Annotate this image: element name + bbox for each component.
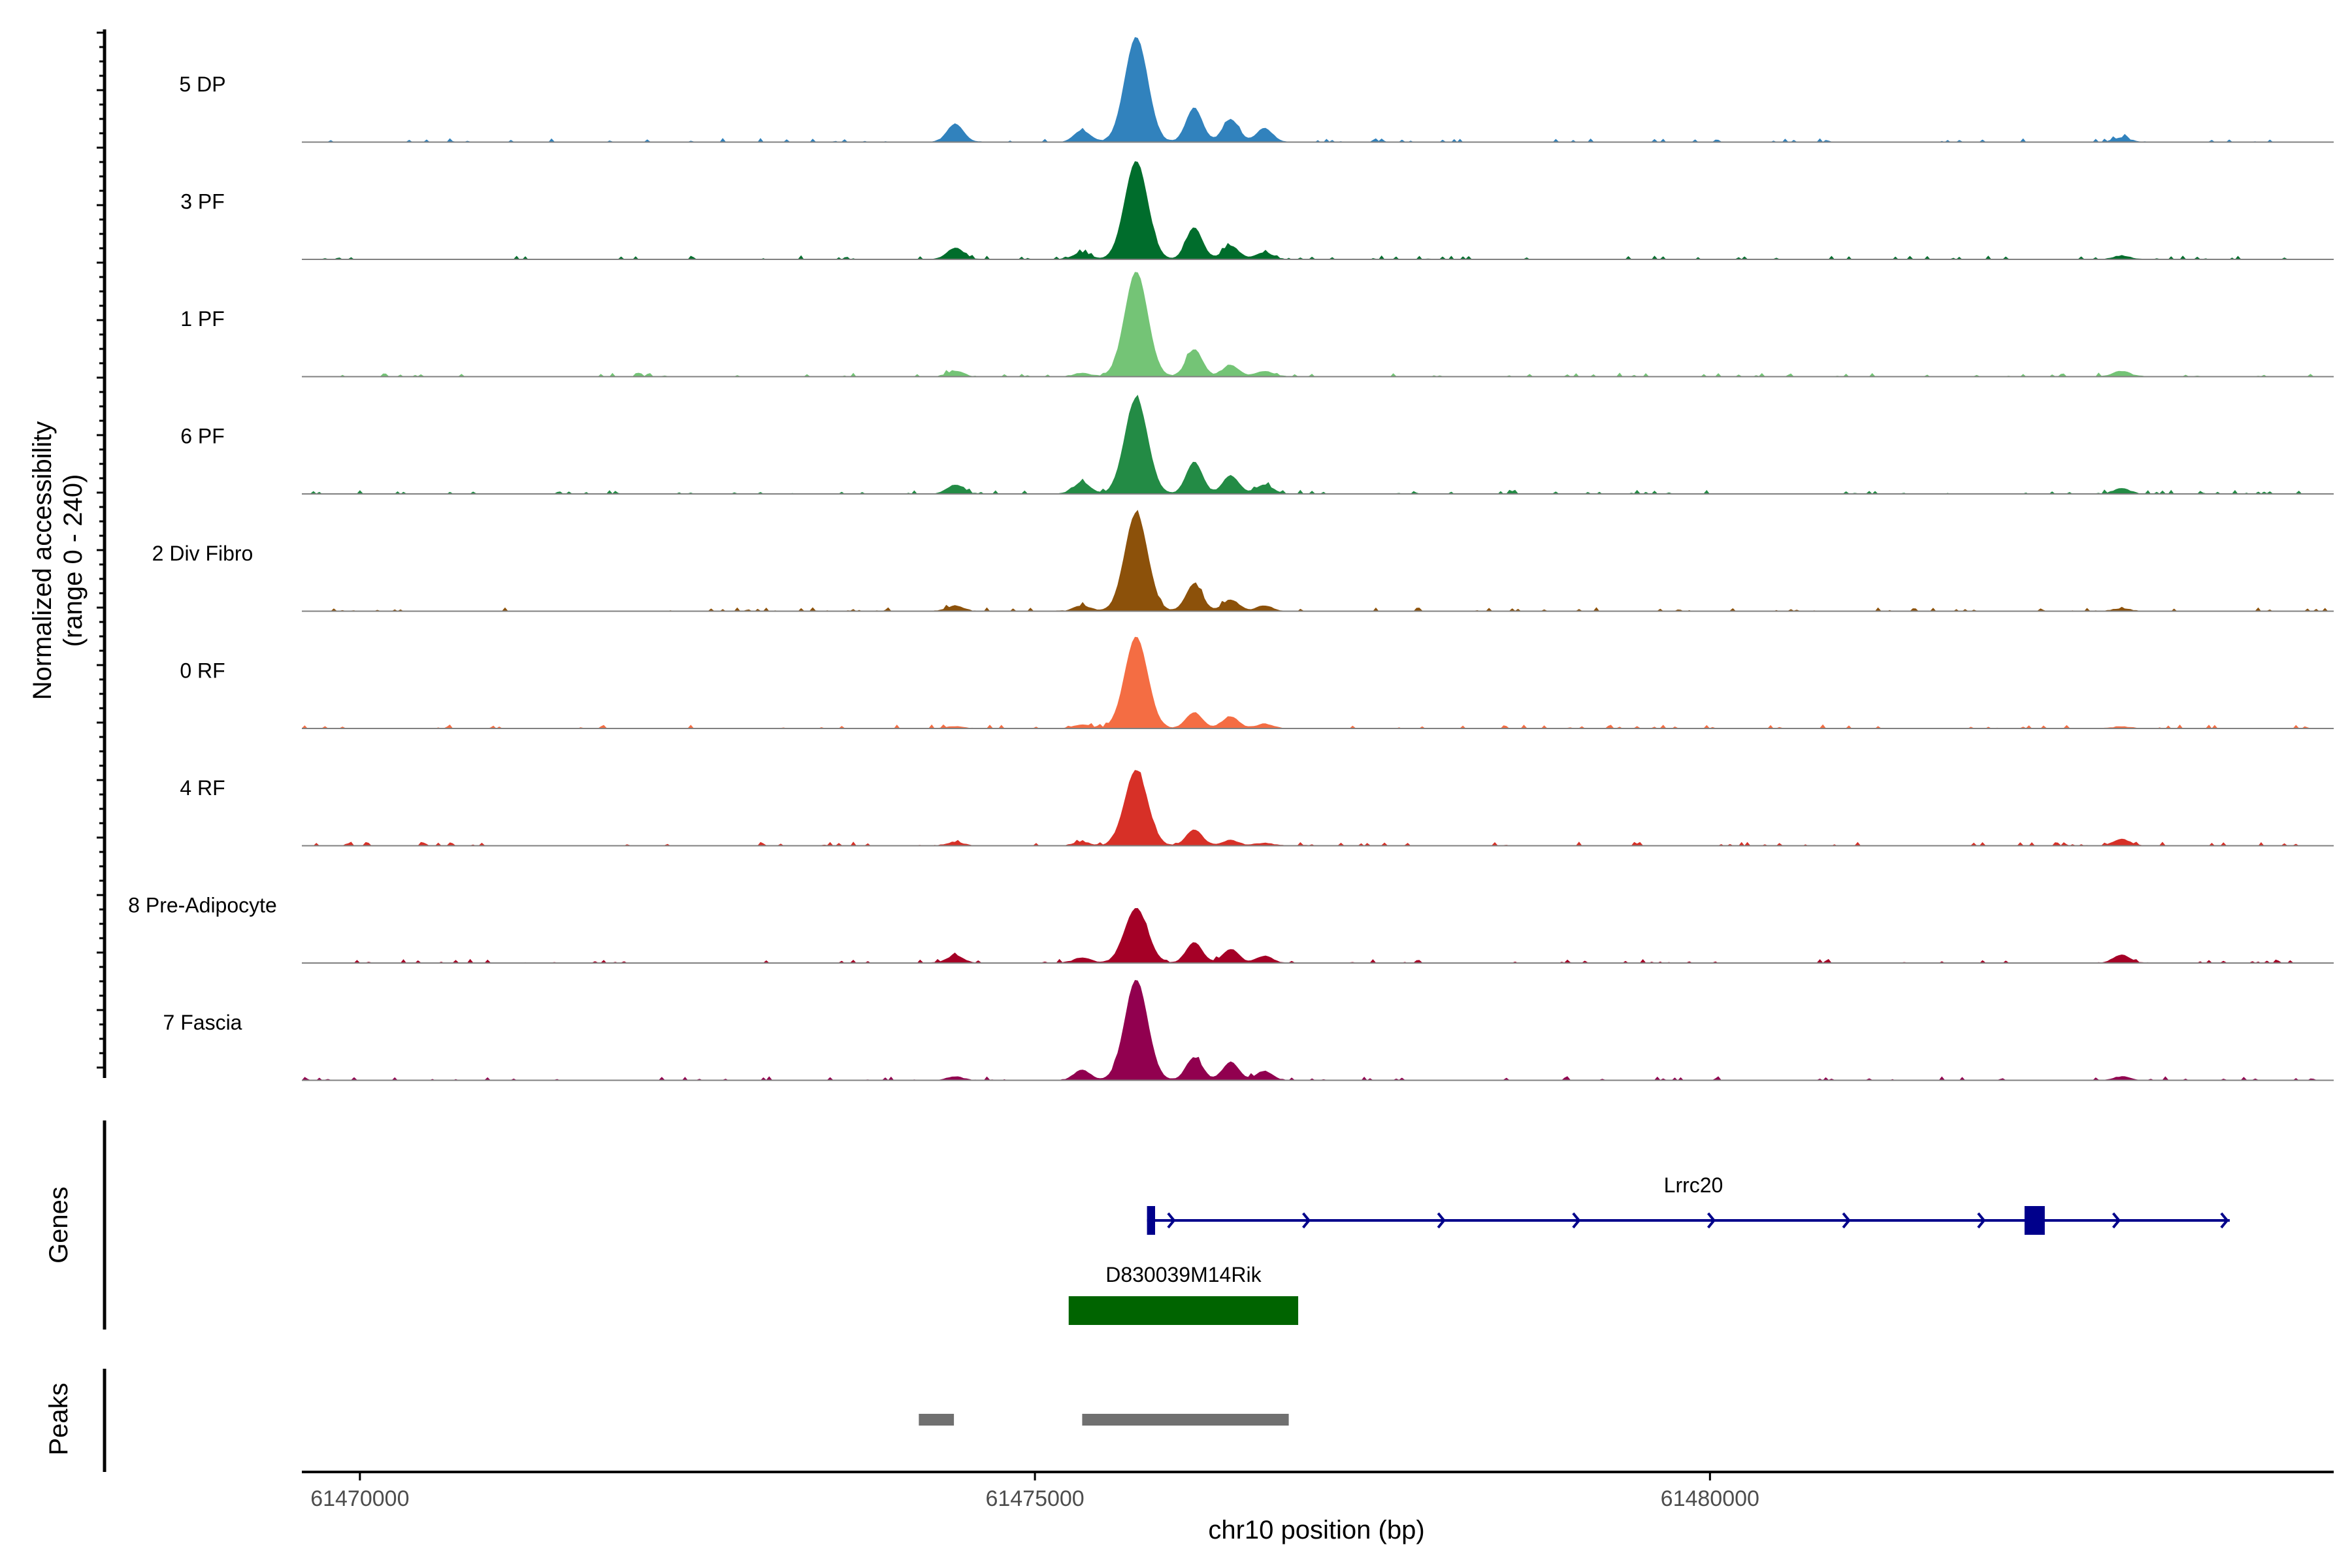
track-7: 8 Pre-Adipocyte [128, 893, 2334, 964]
strand-arrow [1437, 1212, 1446, 1229]
coverage-area [302, 770, 2334, 846]
track-2: 1 PF [180, 272, 2334, 378]
coverage-area [302, 907, 2334, 963]
track-1: 3 PF [180, 161, 2334, 260]
exon [1147, 1206, 1155, 1235]
gene-0: Lrrc20 [1147, 1173, 2230, 1235]
strand-arrow [1977, 1212, 1986, 1229]
track-8: 7 Fascia [163, 980, 2334, 1081]
coverage-area [302, 510, 2334, 612]
track-6: 4 RF [180, 770, 2334, 847]
coverage-area [302, 161, 2334, 259]
strand-arrow [1572, 1212, 1581, 1229]
track-label: 1 PF [180, 307, 225, 331]
y-axis-title-line1: Normalized accessibility [28, 421, 57, 700]
track-0: 5 DP [179, 37, 2334, 143]
track-label: 8 Pre-Adipocyte [128, 893, 277, 917]
peaks-panel-title: Peaks [44, 1382, 73, 1455]
coverage-area [302, 272, 2334, 377]
strand-arrow [1167, 1212, 1176, 1229]
x-tick-label: 61470000 [310, 1486, 409, 1511]
genes-panel-title: Genes [44, 1186, 73, 1264]
gene-block [1068, 1296, 1299, 1325]
track-label: 7 Fascia [163, 1011, 242, 1034]
coverage-area [302, 395, 2334, 494]
genes-panel: Lrrc20 D830039M14Rik [1068, 1173, 2230, 1325]
gene-1: D830039M14Rik [1068, 1263, 1299, 1325]
strand-arrow [1302, 1212, 1311, 1229]
coverage-area [302, 980, 2334, 1081]
track-4: 2 Div Fibro [152, 510, 2334, 612]
strand-arrow [1842, 1212, 1851, 1229]
x-tick-label: 61480000 [1661, 1486, 1759, 1511]
peaks-panel [919, 1414, 1289, 1426]
exon [2024, 1206, 2045, 1235]
coverage-area [302, 636, 2334, 728]
track-3: 6 PF [180, 395, 2334, 495]
track-label: 6 PF [180, 424, 225, 448]
gene-label: D830039M14Rik [1105, 1263, 1262, 1286]
track-label: 5 DP [179, 73, 225, 96]
tracks-y-axis-ticks [97, 31, 105, 1069]
coverage-tracks: 5 DP 3 PF 1 PF 6 PF 2 Div Fibro 0 RF 4 RF 8 Pre… [128, 37, 2334, 1081]
track-label: 2 Div Fibro [152, 542, 253, 565]
track-label: 3 PF [180, 189, 225, 213]
peak-region [919, 1414, 955, 1426]
strand-arrow [2220, 1212, 2229, 1229]
track-label: 4 RF [180, 776, 225, 800]
x-axis-title: chr10 position (bp) [1208, 1516, 1424, 1544]
track-label: 0 RF [180, 659, 225, 682]
x-axis-ticks: 61470000 61475000 61480000 [310, 1472, 1759, 1511]
peak-region [1082, 1414, 1289, 1426]
strand-arrow [2112, 1212, 2121, 1229]
strand-arrow [1707, 1212, 1716, 1229]
gene-label: Lrrc20 [1664, 1173, 1723, 1197]
x-tick-label: 61475000 [985, 1486, 1084, 1511]
track-5: 0 RF [180, 636, 2334, 729]
coverage-area [302, 37, 2334, 142]
y-axis-title-line2: (range 0 - 240) [59, 474, 88, 647]
